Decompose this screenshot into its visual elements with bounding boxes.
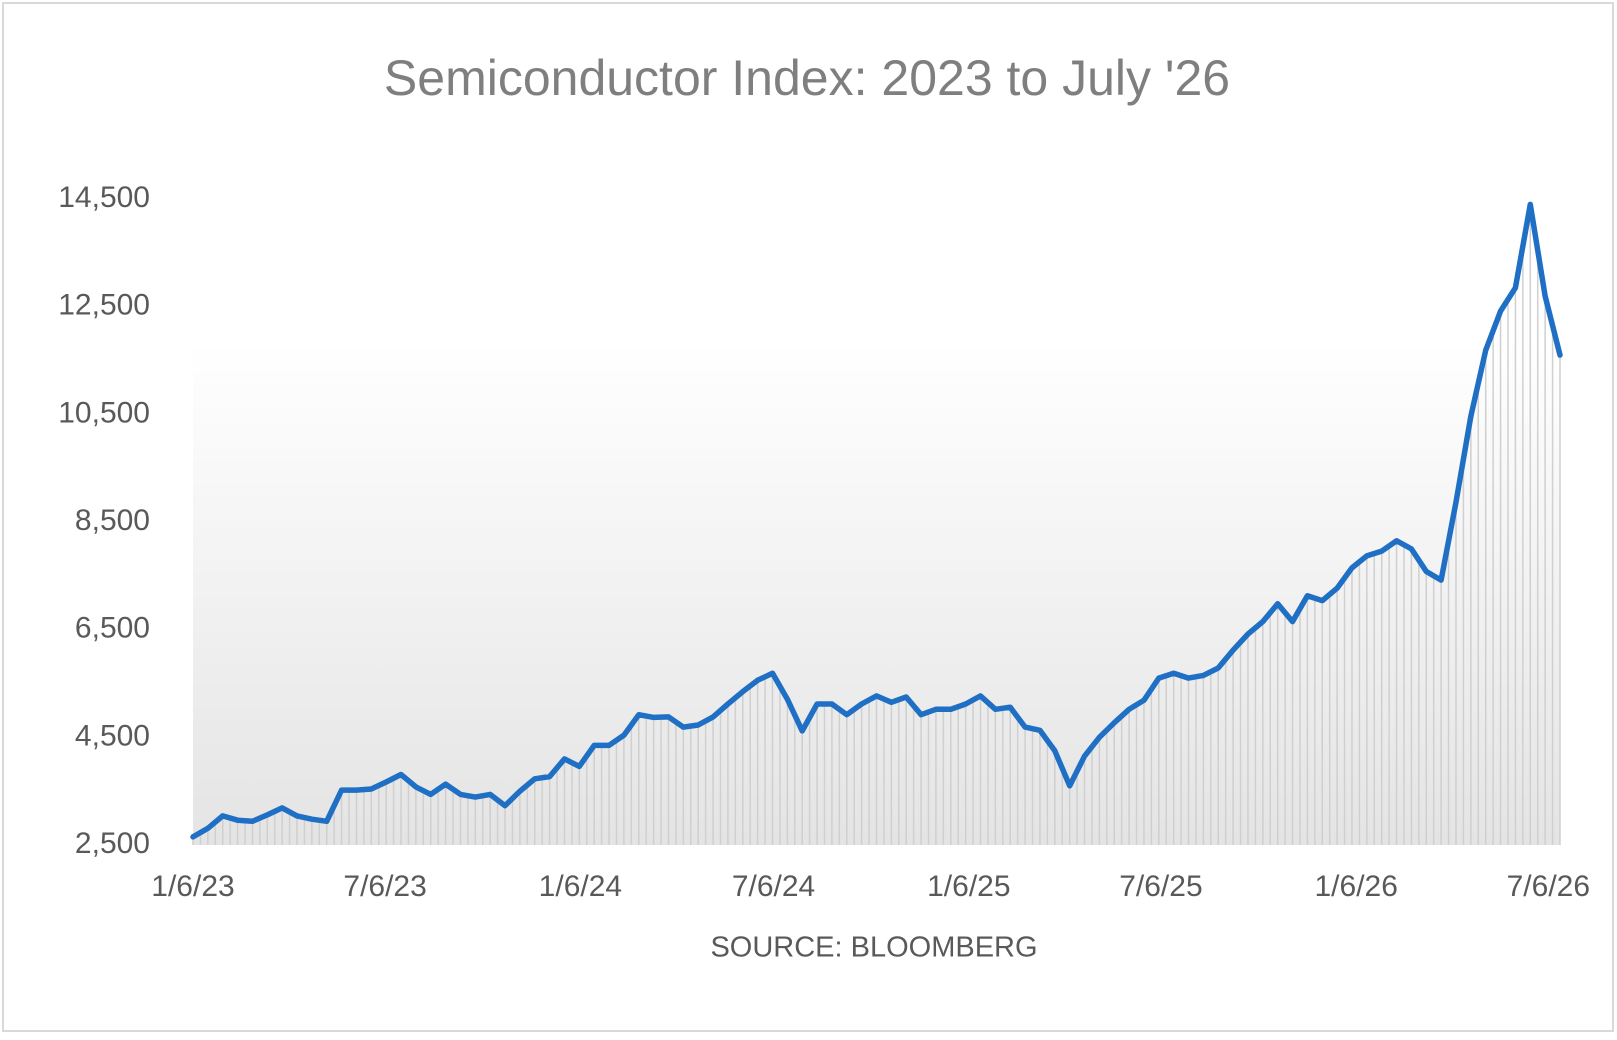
x-tick-label: 7/6/26 <box>1507 870 1590 903</box>
x-tick-label: 7/6/23 <box>343 870 426 903</box>
y-tick-label: 14,500 <box>58 181 150 214</box>
y-tick-label: 10,500 <box>58 396 150 429</box>
y-tick-label: 12,500 <box>58 289 150 322</box>
x-tick-label: 1/6/26 <box>1315 870 1398 903</box>
plot-area: 2,500 4,500 6,500 8,500 10,500 12,500 14,500 1/… <box>58 181 1590 903</box>
line <box>190 201 1563 840</box>
x-tick-label: 1/6/23 <box>151 870 234 903</box>
x-tick-label: 7/6/25 <box>1119 870 1202 903</box>
chart-title: Semiconductor Index: 2023 to July '26 <box>384 50 1230 106</box>
y-tick-label: 8,500 <box>75 504 150 537</box>
x-tick-label: 1/6/24 <box>539 870 622 903</box>
y-tick-label: 2,500 <box>75 827 150 860</box>
x-tick-label: 7/6/24 <box>732 870 815 903</box>
y-tick-label: 4,500 <box>75 719 150 752</box>
x-tick-label: 1/6/25 <box>927 870 1010 903</box>
y-tick-label: 6,500 <box>75 612 150 645</box>
source-note: SOURCE: BLOOMBERG <box>710 932 1037 964</box>
